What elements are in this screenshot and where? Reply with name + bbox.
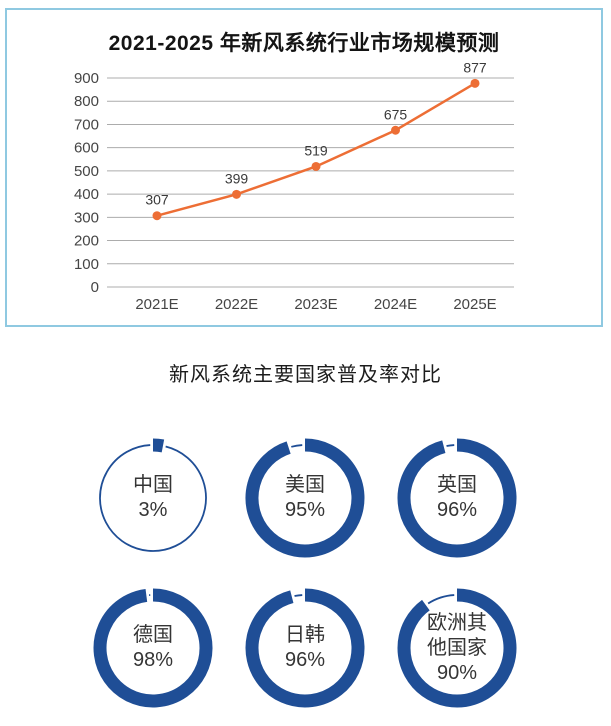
donut-ring <box>99 438 207 552</box>
donut-ring <box>397 588 517 708</box>
donut-percent-label: 96% <box>284 649 326 671</box>
donut-label: 德国 98% <box>85 580 221 716</box>
donut-chart-4: 德国 98% <box>85 580 221 716</box>
donut-gap-arc <box>99 444 207 552</box>
x-tick-label: 2022E <box>215 296 258 313</box>
x-tick-label: 2024E <box>374 296 417 313</box>
donut-chart-1: 中国 3% <box>85 430 221 566</box>
donut-gap-arc <box>294 594 303 597</box>
y-tick-label: 300 <box>74 209 99 226</box>
x-tick-label: 2025E <box>453 296 496 313</box>
y-tick-label: 800 <box>74 93 99 110</box>
donut-chart-3: 英国 96% <box>389 430 525 566</box>
donut-label: 中国 3% <box>85 430 221 566</box>
y-tick-label: 900 <box>74 70 99 87</box>
donut-country-label: 日韩 <box>285 624 325 646</box>
donut-gap-arc <box>446 444 455 447</box>
y-tick-label: 200 <box>74 233 99 250</box>
donut-label: 欧洲其 他国家 90% <box>389 580 525 716</box>
donut-ring-arc <box>397 588 517 708</box>
donut-ring <box>397 438 517 558</box>
donut-percent-label: 96% <box>436 499 478 521</box>
donut-ring-arc <box>245 438 365 558</box>
donut-percent-label: 3% <box>138 499 168 521</box>
data-point-marker <box>470 78 480 88</box>
x-tick-label: 2023E <box>294 296 337 313</box>
donut-label: 英国 96% <box>389 430 525 566</box>
donut-label: 日韩 96% <box>237 580 373 716</box>
donut-ring-arc <box>93 588 213 708</box>
donut-percent-label: 90% <box>436 661 478 684</box>
data-point-marker <box>152 211 162 221</box>
line-chart-title: 2021-2025 年新风系统行业市场规模预测 <box>108 32 500 55</box>
data-point-marker <box>311 161 321 171</box>
data-point-label: 307 <box>145 192 169 208</box>
donut-chart-5: 日韩 96% <box>237 580 373 716</box>
y-tick-label: 0 <box>91 279 99 296</box>
donut-country-label: 他国家 <box>427 636 487 659</box>
donut-chart-6: 欧洲其 他国家 90% <box>389 580 525 716</box>
donut-country-label: 德国 <box>133 624 173 646</box>
y-tick-label: 500 <box>74 163 99 180</box>
data-point-label: 675 <box>384 106 408 122</box>
donut-country-label: 中国 <box>133 474 173 496</box>
y-tick-label: 400 <box>74 186 99 203</box>
donut-label: 美国 95% <box>237 430 373 566</box>
x-tick-label: 2021E <box>135 296 178 313</box>
data-point-label: 519 <box>304 142 328 158</box>
donut-ring <box>245 588 365 708</box>
donut-gap-arc <box>291 444 303 448</box>
data-point-label: 399 <box>225 170 249 186</box>
donut-ring-arc <box>397 438 517 558</box>
y-tick-label: 100 <box>74 256 99 273</box>
data-point-label: 877 <box>463 59 487 75</box>
donut-country-label: 欧洲其 <box>427 611 487 634</box>
donut-ring-arc <box>152 438 165 453</box>
donut-ring <box>93 588 213 708</box>
donut-gap-arc <box>427 594 455 605</box>
line-chart: 0 100 200 300 400 500 600 700 800 900 2021E 2022E 20… <box>74 59 514 313</box>
market-forecast-panel: 2021-2025 年新风系统行业市场规模预测 0 100 200 300 400 500… <box>5 8 603 327</box>
donut-ring-arc <box>245 588 365 708</box>
donut-percent-label: 98% <box>132 649 174 671</box>
donut-country-label: 英国 <box>437 474 477 496</box>
y-tick-label: 600 <box>74 140 99 157</box>
donut-section-title: 新风系统主要国家普及率对比 <box>169 364 442 386</box>
donut-country-label: 美国 <box>285 474 325 496</box>
donut-ring <box>245 438 365 558</box>
y-tick-label: 700 <box>74 116 99 133</box>
donut-percent-label: 95% <box>284 499 326 521</box>
data-point-marker <box>391 125 400 135</box>
donut-chart-2: 美国 95% <box>237 430 373 566</box>
data-point-marker <box>232 189 241 199</box>
